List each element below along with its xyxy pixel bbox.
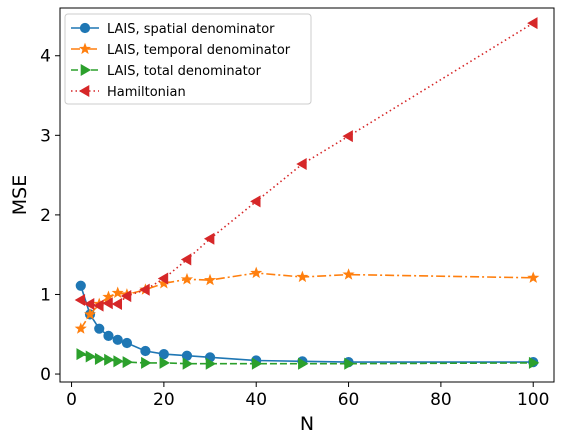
legend-item-4: Hamiltonian: [71, 84, 186, 100]
data-point: [528, 356, 540, 369]
legend-box: [64, 13, 312, 105]
data-point: [74, 294, 86, 307]
x-tick-label: 0: [66, 390, 77, 410]
data-point: [140, 345, 151, 357]
legend-marker: [78, 42, 92, 55]
data-point: [75, 280, 86, 291]
legend-label: LAIS, total denominator: [107, 64, 262, 79]
data-point: [94, 352, 106, 365]
y-tick-label: 2: [40, 206, 51, 226]
axes-layer: 0 20 40 60 80 100 0 1 2 3 4: [40, 7, 555, 410]
y-tick-label: 4: [40, 47, 51, 67]
legend: LAIS, spatial denominator LAIS, temporal …: [64, 13, 312, 105]
legend-item-2: LAIS, temporal denominator: [71, 42, 291, 58]
data-point: [74, 322, 87, 334]
data-point: [527, 271, 540, 283]
series-line: [80, 22, 534, 307]
series-1: [75, 280, 539, 368]
legend-item-1: LAIS, spatial denominator: [71, 22, 275, 37]
data-point: [104, 353, 115, 366]
data-point: [296, 157, 307, 170]
x-tick-label: 40: [245, 390, 267, 410]
data-point: [111, 286, 124, 298]
data-point: [203, 273, 217, 286]
data-point: [121, 337, 133, 349]
series-2: [74, 266, 540, 334]
data-point: [112, 334, 123, 345]
data-point: [94, 323, 105, 334]
series-4: [74, 17, 538, 312]
data-point: [344, 357, 355, 370]
data-point: [342, 130, 353, 143]
data-point: [111, 297, 123, 311]
data-point: [180, 272, 194, 285]
x-tick-label: 80: [430, 390, 452, 410]
data-point: [342, 268, 355, 280]
data-point: [203, 232, 215, 245]
data-point: [141, 356, 152, 369]
data-point: [83, 297, 95, 311]
legend-marker: [79, 22, 91, 34]
data-point: [296, 270, 309, 283]
y-axis-label: MSE: [9, 175, 31, 215]
data-point: [102, 297, 113, 310]
x-tick-label: 20: [153, 390, 175, 410]
data-point: [113, 355, 124, 368]
data-point: [103, 330, 114, 341]
y-tick-label: 3: [40, 126, 51, 146]
data-point: [93, 299, 104, 312]
legend-label: LAIS, spatial denominator: [107, 22, 275, 37]
data-point: [298, 357, 309, 370]
legend-marker: [78, 84, 90, 98]
data-point: [85, 350, 97, 363]
data-point: [182, 357, 194, 370]
data-point: [102, 290, 115, 302]
data-point: [250, 195, 261, 208]
data-point: [251, 357, 263, 370]
data-point: [120, 290, 132, 303]
data-point: [180, 253, 192, 266]
y-tick-label: 1: [40, 285, 51, 305]
data-point: [527, 17, 538, 30]
series-line: [80, 272, 534, 330]
legend-label: Hamiltonian: [107, 85, 186, 100]
data-point: [158, 349, 169, 360]
series-3: [76, 348, 540, 370]
data-point: [139, 283, 150, 296]
legend-item-3: LAIS, total denominator: [71, 63, 262, 79]
legend-label: LAIS, temporal denominator: [107, 43, 291, 58]
axes-frame: [59, 7, 555, 383]
data-point: [205, 357, 217, 370]
x-tick-label: 100: [517, 390, 549, 410]
legend-marker: [80, 63, 92, 77]
x-tick-label: 60: [338, 390, 360, 410]
series-layer: [74, 17, 540, 370]
y-tick-label: 0: [40, 365, 51, 385]
data-point: [157, 272, 169, 285]
data-point: [159, 356, 170, 369]
data-point: [76, 348, 87, 361]
x-axis-label: N: [300, 413, 314, 435]
data-point: [250, 266, 263, 279]
data-point: [122, 356, 134, 369]
data-point: [83, 308, 97, 320]
